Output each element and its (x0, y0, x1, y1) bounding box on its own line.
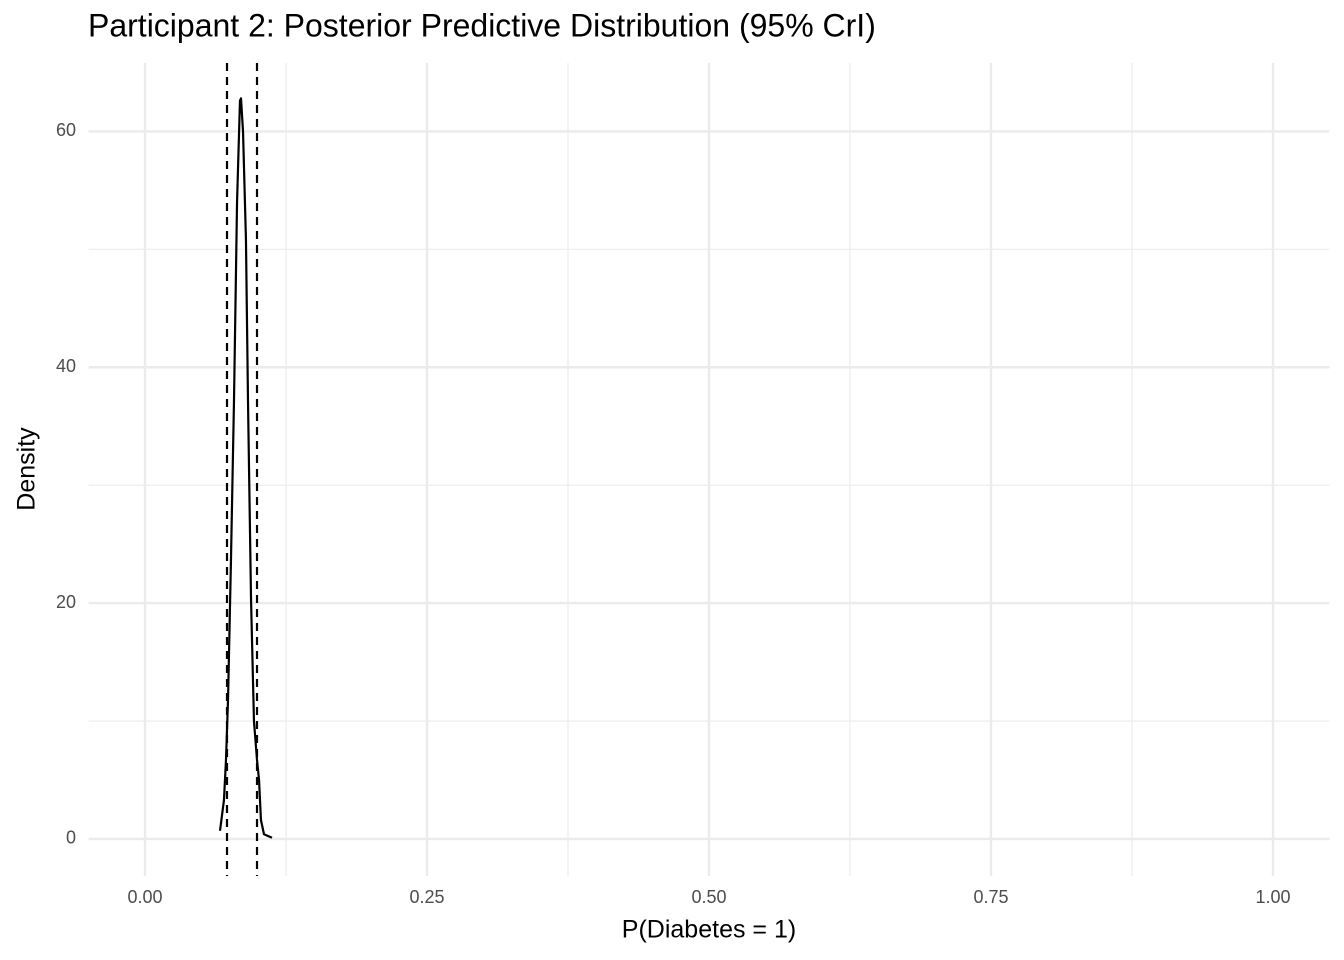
x-tick-label: 1.00 (1255, 887, 1290, 907)
y-tick-label: 40 (56, 356, 76, 376)
x-tick-label: 0.00 (127, 887, 162, 907)
y-tick-label: 20 (56, 592, 76, 612)
x-tick-label: 0.25 (409, 887, 444, 907)
y-tick-label: 60 (56, 120, 76, 140)
chart-title: Participant 2: Posterior Predictive Dist… (88, 7, 876, 43)
y-axis-label: Density (13, 427, 41, 511)
x-axis-label: P(Diabetes = 1) (622, 916, 796, 944)
x-tick-label: 0.75 (973, 887, 1008, 907)
x-tick-label: 0.50 (691, 887, 726, 907)
y-tick-label: 0 (66, 828, 76, 848)
